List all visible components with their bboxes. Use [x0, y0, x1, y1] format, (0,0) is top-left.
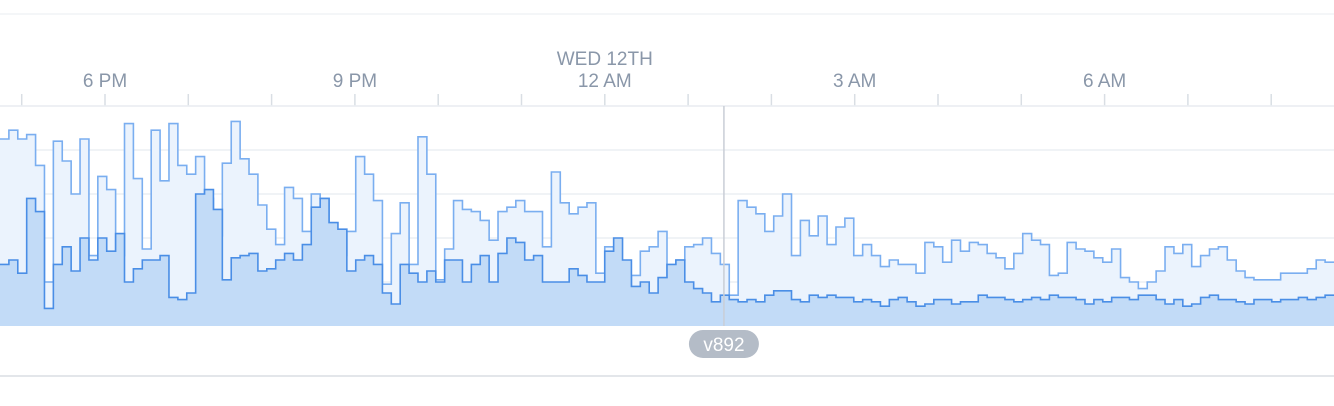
marker-badge-label: v892	[703, 335, 744, 356]
day-label: WED 12TH	[557, 49, 653, 70]
series-area-2	[0, 189, 1334, 326]
series-layer	[0, 120, 1334, 327]
x-tick-label: 6 AM	[1083, 71, 1126, 92]
x-tick-label: 9 PM	[333, 71, 377, 92]
marker-badge	[688, 330, 759, 358]
x-tick-label: 3 AM	[833, 71, 876, 92]
series-line-2	[0, 188, 1334, 310]
deploy-marker[interactable]: v892	[688, 106, 759, 358]
x-tick-label: 6 PM	[83, 71, 127, 92]
x-tick-label: 12 AM	[578, 71, 632, 92]
